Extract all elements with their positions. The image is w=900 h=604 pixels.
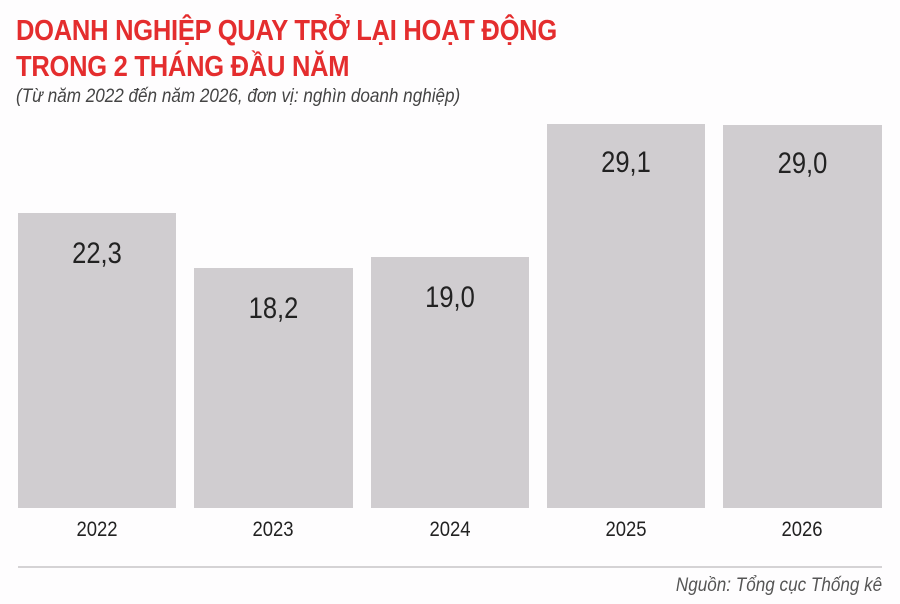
- footer-divider: [18, 566, 882, 568]
- bar-2023: 18,2: [194, 268, 353, 508]
- x-axis-label: 2024: [429, 518, 471, 541]
- bar-value-label: 29,1: [601, 146, 651, 179]
- bar-value-label: 18,2: [248, 292, 299, 325]
- x-axis-label: 2023: [252, 518, 294, 541]
- bar-value-label: 22,3: [72, 237, 122, 270]
- bar-2022: 22,3: [18, 213, 176, 508]
- bar-2025: 29,1: [547, 124, 705, 508]
- chart-subtitle: (Từ năm 2022 đến năm 2026, đơn vị: nghìn…: [16, 86, 461, 107]
- x-axis-label: 2026: [781, 518, 823, 541]
- bar-2024: 19,0: [371, 257, 529, 508]
- x-axis-label: 2022: [76, 518, 118, 541]
- bar-value-label: 19,0: [425, 281, 475, 314]
- chart-title-line1: DOANH NGHIỆP QUAY TRỞ LẠI HOẠT ĐỘNG: [16, 15, 557, 47]
- bar-value-label: 29,0: [777, 147, 828, 180]
- x-axis-label: 2025: [605, 518, 647, 541]
- chart-title-line2: TRONG 2 THÁNG ĐẦU NĂM: [16, 51, 350, 83]
- bar-2026: 29,0: [723, 125, 882, 508]
- source-note: Nguồn: Tổng cục Thống kê: [675, 575, 882, 596]
